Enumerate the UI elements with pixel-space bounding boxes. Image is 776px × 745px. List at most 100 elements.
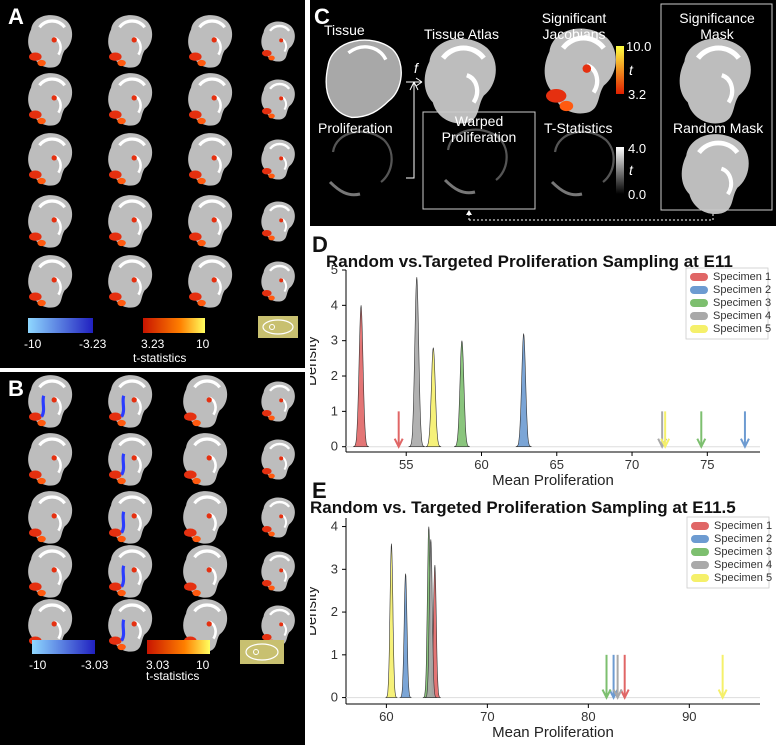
- embryo-section: [28, 73, 73, 126]
- c-f-label: f: [414, 60, 418, 76]
- legend-label: Specimen 2: [714, 533, 772, 545]
- embryo-section: [261, 139, 295, 180]
- panel-e-label: E: [312, 478, 327, 503]
- embryo-section: [108, 255, 153, 308]
- embryo-section: [183, 491, 228, 544]
- density-peak-specimen-2: [515, 333, 532, 447]
- embryo-section: [183, 433, 228, 486]
- embryo-section: [183, 375, 228, 428]
- significance-mask-box: [660, 3, 773, 211]
- target-arrowhead: [717, 689, 728, 700]
- c-cb2-min: 0.0: [628, 187, 647, 202]
- legend-label: Specimen 1: [714, 520, 772, 532]
- panel-a: A -10 -3.23 3.23 10 t-statistics: [0, 0, 305, 368]
- panel-d: D Random vs.Targeted Proliferation Sampl…: [310, 228, 776, 486]
- density-peak-specimen-4: [408, 277, 425, 447]
- a-cb-neg-min: -10: [24, 337, 42, 351]
- c-significant-jacobians: Significant Jacobians: [541, 10, 607, 43]
- dotted-arrow-head: [466, 210, 472, 215]
- chart-d: 55 60 65 70 75 0 1 2 3 4 5 Mean Proliferation Densit…: [310, 262, 771, 486]
- a-cb-pos-max: 10: [196, 337, 210, 351]
- embryo-section: [188, 15, 233, 68]
- x-tick-label: 65: [550, 457, 564, 472]
- a-cb-neg-max: -3.23: [79, 337, 107, 351]
- c-t-statistics: T-Statistics: [544, 120, 613, 136]
- legend-label: Specimen 5: [713, 323, 771, 335]
- b-cb-pos-max: 10: [196, 658, 210, 672]
- chart-e-title: Random vs. Targeted Proliferation Sampli…: [310, 498, 736, 517]
- colorbar-negative: [28, 318, 93, 333]
- embryo-section: [28, 195, 73, 248]
- embryo-section: [28, 545, 73, 598]
- target-arrowhead: [393, 438, 404, 449]
- legend-swatch: [691, 574, 709, 582]
- embryo-section: [261, 201, 295, 242]
- embryo-section: [108, 599, 153, 652]
- embryo-section: [28, 433, 73, 486]
- density-peak-specimen-5: [425, 347, 442, 447]
- b-cb-neg-max: -3.03: [81, 658, 109, 672]
- legend-swatch: [691, 535, 709, 543]
- density-peak-specimen-4: [424, 539, 437, 698]
- proliferation-image: [443, 128, 508, 195]
- x-axis-label: Mean Proliferation: [492, 724, 614, 741]
- proliferation-image: [328, 130, 393, 197]
- colorbar-positive: [147, 640, 210, 654]
- x-tick-label: 55: [399, 457, 413, 472]
- jacobian-colorbar: [616, 46, 624, 94]
- embryo-section: [108, 73, 153, 126]
- c-proliferation: Proliferation: [318, 120, 393, 136]
- target-arrowhead: [619, 689, 630, 700]
- y-tick-label: 0: [331, 439, 338, 454]
- x-tick-label: 60: [379, 709, 393, 724]
- target-arrowhead: [740, 438, 750, 449]
- embryo-section: [108, 15, 153, 68]
- x-tick-label: 80: [581, 709, 595, 724]
- density-peak-specimen-5: [385, 543, 398, 698]
- panel-c: C Tissue Tissue Atlas Significant Jacobi…: [310, 0, 776, 226]
- target-arrowhead: [696, 438, 707, 449]
- x-tick-label: 90: [682, 709, 696, 724]
- y-tick-label: 3: [331, 561, 338, 576]
- legend-label: Specimen 2: [713, 284, 771, 296]
- panel-a-image-grid: [28, 15, 298, 338]
- y-tick-label: 2: [331, 604, 338, 619]
- panel-a-label: A: [8, 4, 24, 29]
- f-arrow: [406, 77, 423, 179]
- y-axis-label: Density: [310, 335, 320, 386]
- legend-swatch: [690, 273, 708, 281]
- b-cb-pos-min: 3.03: [146, 658, 170, 672]
- embryo-section: [28, 15, 73, 68]
- target-arrowhead: [660, 438, 671, 449]
- embryo-section: [261, 497, 295, 538]
- colorbar-negative: [32, 640, 95, 654]
- embryo-section: [544, 28, 616, 114]
- legend-label: Specimen 4: [713, 310, 771, 322]
- target-arrowhead: [608, 689, 619, 700]
- embryo-section: [108, 195, 153, 248]
- embryo-section: [261, 381, 295, 422]
- y-tick-label: 3: [331, 333, 338, 348]
- c-cb2-max: 4.0: [628, 141, 647, 156]
- embryo-section: [424, 38, 496, 124]
- legend-swatch: [691, 522, 709, 530]
- target-arrowhead: [601, 689, 612, 700]
- c-tissue: Tissue: [324, 22, 365, 38]
- warped-proliferation-box: [422, 111, 536, 210]
- target-arrowhead: [612, 689, 623, 700]
- colorbar-positive: [143, 318, 205, 333]
- y-tick-label: 1: [331, 403, 338, 418]
- y-tick-label: 0: [331, 690, 338, 705]
- x-tick-label: 70: [625, 457, 639, 472]
- c-t-label-2: t: [629, 162, 633, 178]
- embryo-section: [261, 551, 295, 592]
- x-axis-label: Mean Proliferation: [492, 472, 614, 486]
- c-cb1-max: 10.0: [626, 39, 652, 54]
- embryo-section: [28, 491, 73, 544]
- c-tissue-atlas: Tissue Atlas: [424, 26, 499, 42]
- y-tick-label: 2: [331, 368, 338, 383]
- a-cb-title: t-statistics: [133, 351, 187, 365]
- panel-b: B -10 -3.03 3.03 10 t-statistics: [0, 372, 305, 745]
- legend-swatch: [690, 299, 708, 307]
- embryo-section: [261, 439, 295, 480]
